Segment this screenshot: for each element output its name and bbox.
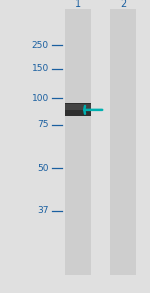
Text: 250: 250 bbox=[32, 41, 49, 50]
Text: 50: 50 bbox=[37, 164, 49, 173]
Text: 37: 37 bbox=[37, 207, 49, 215]
Bar bbox=[110, 9, 136, 275]
Bar bbox=[65, 9, 91, 275]
Text: 150: 150 bbox=[32, 64, 49, 73]
Text: 100: 100 bbox=[32, 94, 49, 103]
Text: 2: 2 bbox=[120, 0, 126, 9]
Bar bbox=[65, 103, 91, 116]
Text: 1: 1 bbox=[75, 0, 81, 9]
Bar bbox=[65, 104, 91, 110]
Text: 75: 75 bbox=[37, 120, 49, 129]
